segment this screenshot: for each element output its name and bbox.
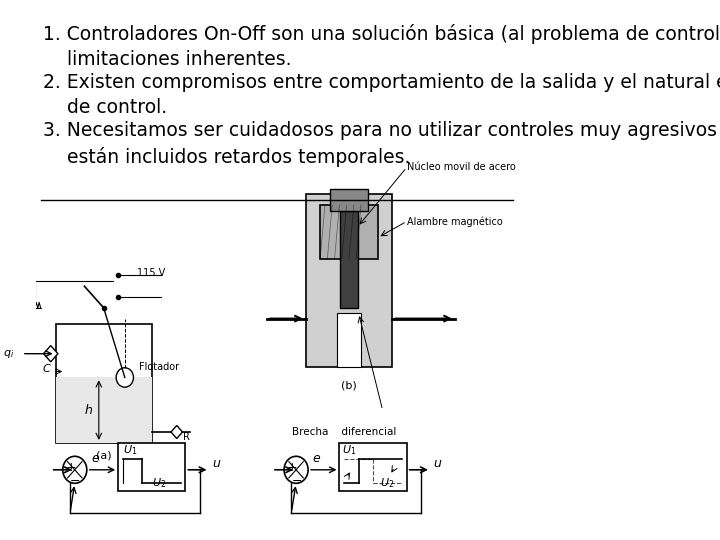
Polygon shape bbox=[43, 346, 58, 362]
Bar bbox=[330, 189, 368, 211]
Text: Alambre magnético: Alambre magnético bbox=[407, 216, 503, 227]
Text: $U_1$: $U_1$ bbox=[342, 443, 356, 457]
Text: (b): (b) bbox=[341, 381, 357, 391]
Text: 2. Existen compromisos entre comportamiento de la salida y el natural esfuerzo
 : 2. Existen compromisos entre comportamie… bbox=[42, 73, 720, 117]
Text: 3. Necesitamos ser cuidadosos para no utilizar controles muy agresivos cuando
  : 3. Necesitamos ser cuidadosos para no ut… bbox=[42, 122, 720, 167]
Bar bbox=[118, 443, 186, 491]
Text: 1. Controladores On-Off son una solución básica (al problema de control) con
   : 1. Controladores On-Off son una solución… bbox=[42, 24, 720, 69]
Text: h: h bbox=[84, 403, 92, 417]
Circle shape bbox=[116, 368, 133, 387]
Bar bbox=[306, 194, 392, 367]
Text: +: + bbox=[66, 461, 76, 474]
Text: $q_i$: $q_i$ bbox=[4, 348, 14, 360]
Bar bbox=[55, 377, 152, 443]
Text: 115 V: 115 V bbox=[138, 268, 166, 278]
Circle shape bbox=[63, 456, 87, 483]
Circle shape bbox=[284, 456, 308, 483]
Text: Brecha    diferencial: Brecha diferencial bbox=[292, 427, 397, 437]
Text: $U_1$: $U_1$ bbox=[123, 443, 138, 457]
Text: (a): (a) bbox=[96, 451, 112, 461]
Text: −: − bbox=[70, 475, 81, 488]
Text: e: e bbox=[91, 451, 99, 465]
Text: C: C bbox=[43, 363, 50, 374]
Text: u: u bbox=[433, 457, 441, 470]
Bar bbox=[337, 313, 361, 367]
Bar bbox=[55, 324, 152, 443]
Bar bbox=[341, 211, 358, 308]
Text: u: u bbox=[212, 457, 220, 470]
Text: e: e bbox=[313, 451, 320, 465]
Text: R: R bbox=[184, 432, 190, 442]
Text: $U_2$: $U_2$ bbox=[380, 476, 395, 490]
Bar bbox=[320, 205, 378, 259]
Text: +: + bbox=[287, 461, 297, 474]
Text: $U_2$: $U_2$ bbox=[152, 476, 166, 490]
Polygon shape bbox=[171, 426, 183, 438]
Text: −: − bbox=[292, 475, 302, 488]
Bar bbox=[339, 443, 407, 491]
Text: Flotador: Flotador bbox=[139, 362, 179, 372]
Text: Núcleo movil de acero: Núcleo movil de acero bbox=[407, 163, 516, 172]
